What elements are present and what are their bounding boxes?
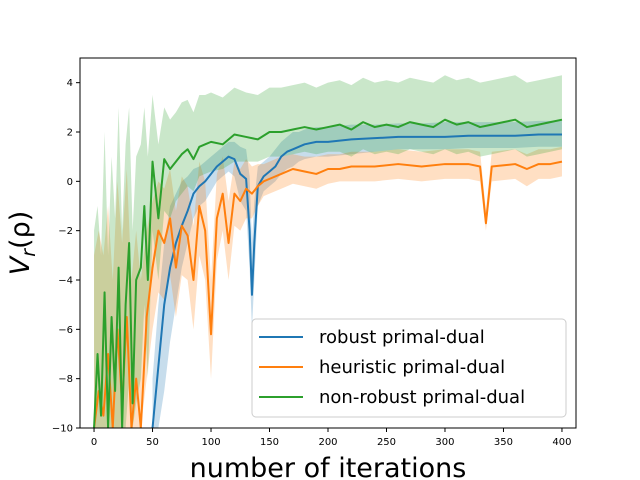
y-tick-label: 4 <box>67 78 73 89</box>
confidence-bands <box>94 75 562 428</box>
line-heuristic <box>93 160 563 428</box>
x-tick-label: 100 <box>201 437 220 448</box>
legend-label-robust: robust primal-dual <box>319 327 485 348</box>
y-tick-label: −6 <box>58 325 73 336</box>
band-non-robust <box>94 75 562 428</box>
x-axis-label: number of iterations <box>190 453 467 480</box>
line-non-robust <box>93 118 563 428</box>
x-tick-label: 0 <box>91 437 97 448</box>
y-tick-label: −10 <box>52 424 73 435</box>
x-tick-label: 400 <box>552 437 571 448</box>
x-axis: 0 50 100 150 200 250 300 350 400 <box>91 428 572 448</box>
y-tick-label: −8 <box>58 374 73 385</box>
y-tick-label: 2 <box>67 128 73 139</box>
series-lines <box>93 118 563 428</box>
y-axis: −10 −8 −6 −4 −2 0 2 4 <box>52 78 80 435</box>
y-axis-label: Vr(ρ) <box>5 211 40 276</box>
x-tick-label: 350 <box>494 437 513 448</box>
band-heuristic <box>94 146 562 428</box>
x-tick-label: 150 <box>260 437 279 448</box>
y-tick-label: −4 <box>58 276 73 287</box>
legend-box <box>251 318 567 418</box>
x-tick-label: 250 <box>377 437 396 448</box>
x-tick-label: 300 <box>435 437 454 448</box>
legend: robust primal-dual heuristic primal-dual… <box>251 318 567 418</box>
legend-label-non-robust: non-robust primal-dual <box>319 387 525 408</box>
y-tick-label: −2 <box>58 226 73 237</box>
x-tick-label: 50 <box>146 437 159 448</box>
band-robust <box>152 120 562 428</box>
y-tick-label: 0 <box>67 177 73 188</box>
legend-label-heuristic: heuristic primal-dual <box>319 357 505 378</box>
x-tick-label: 200 <box>318 437 337 448</box>
